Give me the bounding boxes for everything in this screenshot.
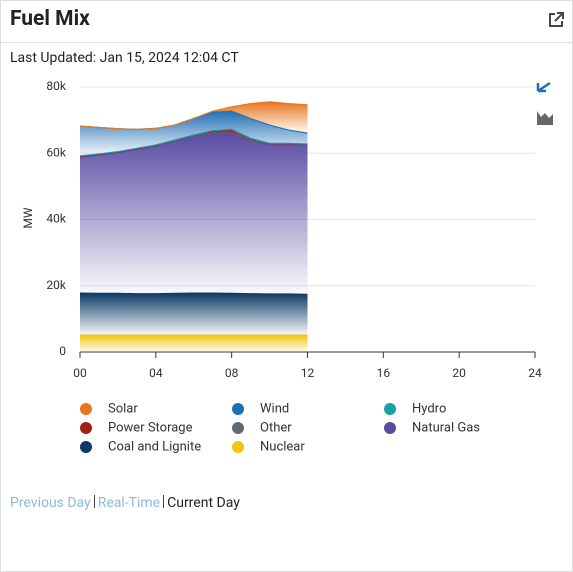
- legend-item[interactable]: Hydro: [384, 401, 446, 416]
- legend-item[interactable]: Coal and Lignite: [80, 439, 201, 454]
- x-tick-label: 20: [452, 366, 466, 380]
- x-tick-label: 00: [73, 366, 87, 380]
- legend-swatch: [80, 422, 92, 434]
- zoom-icon[interactable]: [536, 81, 551, 93]
- legend-label: Solar: [108, 401, 138, 416]
- legend-swatch: [232, 441, 244, 453]
- day-link: Current Day: [167, 495, 240, 511]
- area-fill: [80, 132, 308, 158]
- x-tick-label: 16: [377, 366, 391, 380]
- separator: [163, 495, 165, 508]
- legend-label: Natural Gas: [412, 420, 480, 435]
- area-fill: [80, 110, 308, 156]
- chart-type-icon[interactable]: [537, 111, 553, 125]
- chart: MW 0 20k 40k 60k 80k 00 04 08 12 16 20 24 Solar Wind H…: [21, 79, 553, 454]
- legend-item[interactable]: Power Storage: [80, 420, 193, 435]
- area-fill: [80, 133, 308, 295]
- area-fill: [80, 293, 308, 336]
- legend-item[interactable]: Wind: [232, 401, 289, 416]
- widget-title: Fuel Mix: [10, 7, 90, 31]
- legend-label: Power Storage: [108, 420, 193, 435]
- separator: [93, 495, 95, 508]
- legend-label: Wind: [260, 401, 289, 416]
- legend-item[interactable]: Natural Gas: [384, 420, 480, 435]
- day-links: Previous Day Real-Time Current Day: [10, 495, 243, 511]
- y-tick-label: 80k: [46, 79, 66, 93]
- legend-label: Nuclear: [260, 439, 305, 454]
- x-tick-label: 08: [225, 366, 239, 380]
- legend-item[interactable]: Other: [232, 420, 292, 435]
- legend-swatch: [384, 422, 396, 434]
- y-tick-label: 40k: [46, 212, 66, 226]
- legend-label: Hydro: [412, 401, 446, 416]
- open-external-icon[interactable]: [547, 11, 565, 29]
- legend-swatch: [232, 403, 244, 415]
- x-tick-label: 04: [149, 366, 163, 380]
- x-tick-label: 24: [528, 366, 542, 380]
- last-updated: Last Updated: Jan 15, 2024 12:04 CT: [10, 50, 239, 66]
- legend: Solar Wind Hydro Power Storage Other Natural …: [80, 401, 480, 454]
- legend-swatch: [232, 422, 244, 434]
- legend-swatch: [384, 403, 396, 415]
- legend-label: Coal and Lignite: [108, 439, 201, 454]
- legend-swatch: [80, 403, 92, 415]
- y-tick-label: 60k: [46, 145, 66, 159]
- y-axis-title: MW: [21, 207, 35, 228]
- divider: [1, 42, 572, 43]
- area-fill: [80, 335, 308, 352]
- area-top-line: [79, 101, 308, 131]
- day-link[interactable]: Previous Day: [10, 495, 91, 511]
- day-link[interactable]: Real-Time: [97, 495, 161, 511]
- y-tick-label: 20k: [46, 278, 66, 292]
- area-fill: [80, 101, 308, 134]
- y-tick-label: 0: [59, 344, 66, 358]
- legend-swatch: [80, 441, 92, 453]
- area-top-line: [79, 128, 308, 157]
- legend-item[interactable]: Solar: [80, 401, 138, 416]
- legend-label: Other: [260, 420, 292, 435]
- x-tick-label: 12: [301, 366, 315, 380]
- legend-item[interactable]: Nuclear: [232, 439, 305, 454]
